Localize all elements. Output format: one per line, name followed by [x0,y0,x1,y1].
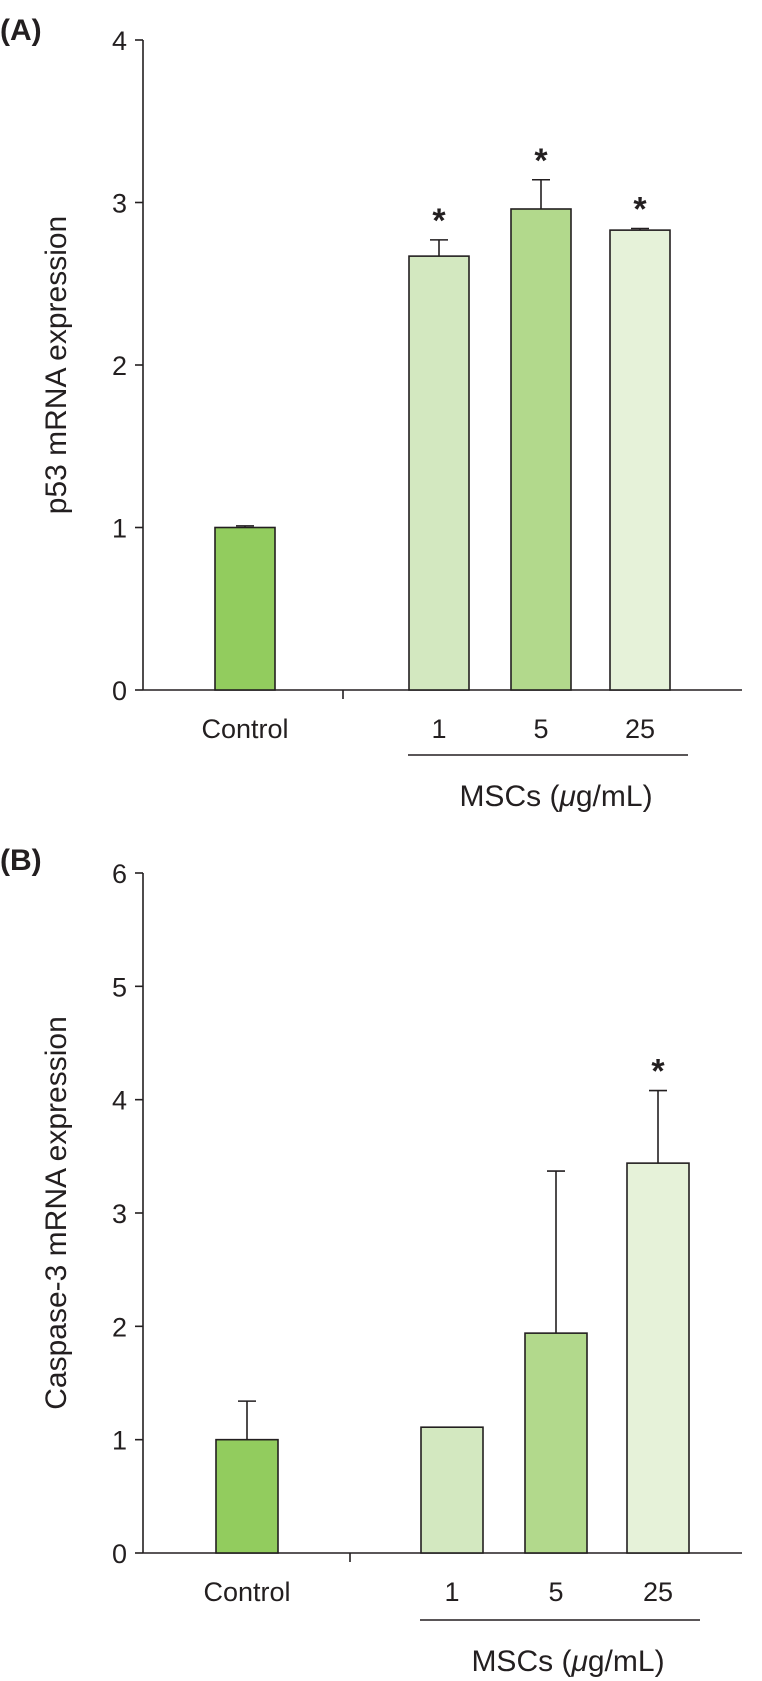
category-label: Control [203,1577,290,1607]
y-tick-label: 2 [112,351,127,381]
y-tick-label: 6 [112,859,127,889]
category-label: 25 [625,714,655,744]
category-label: 5 [548,1577,563,1607]
group-label-mu: μ [570,1645,587,1678]
group-label: MSCs (μg/mL) [471,1645,664,1678]
y-tick-label: 5 [112,972,127,1002]
y-tick-label: 4 [112,26,127,56]
bar-25 [609,229,671,691]
category-label: 1 [431,714,446,744]
bar-control [214,526,276,691]
significance-marker: * [432,202,446,240]
group-label-prefix: MSCs ( [471,1645,571,1678]
y-tick-label: 1 [112,1426,127,1456]
y-tick-label: 3 [112,1199,127,1229]
bar-5 [524,1332,588,1554]
bar-1 [420,1426,484,1554]
group-label-mu: μ [558,780,575,813]
y-tick-label: 2 [112,1312,127,1342]
bar-5 [510,208,572,691]
significance-marker: * [651,1053,665,1091]
y-tick-label: 4 [112,1086,127,1116]
category-label: 5 [533,714,548,744]
bar-25 [626,1162,690,1554]
y-tick-label: 1 [112,514,127,544]
y-tick-label: 0 [112,676,127,706]
group-label-prefix: MSCs ( [459,780,559,813]
panel-label: (A) [0,14,42,47]
category-label: 25 [643,1577,673,1607]
panel-label: (B) [0,844,42,877]
y-tick-label: 3 [112,189,127,219]
group-label-suffix: g/mL) [588,1645,665,1678]
y-tick-label: 0 [112,1539,127,1569]
y-axis-title: p53 mRNA expression [40,216,73,514]
group-label: MSCs (μg/mL) [459,780,652,813]
bar-control [215,1438,279,1554]
significance-marker: * [633,191,647,229]
group-label-suffix: g/mL) [576,780,653,813]
category-label: 1 [444,1577,459,1607]
y-axis-title: Caspase-3 mRNA expression [40,1016,73,1410]
category-label: Control [201,714,288,744]
bar-1 [408,255,470,691]
significance-marker: * [534,142,548,180]
